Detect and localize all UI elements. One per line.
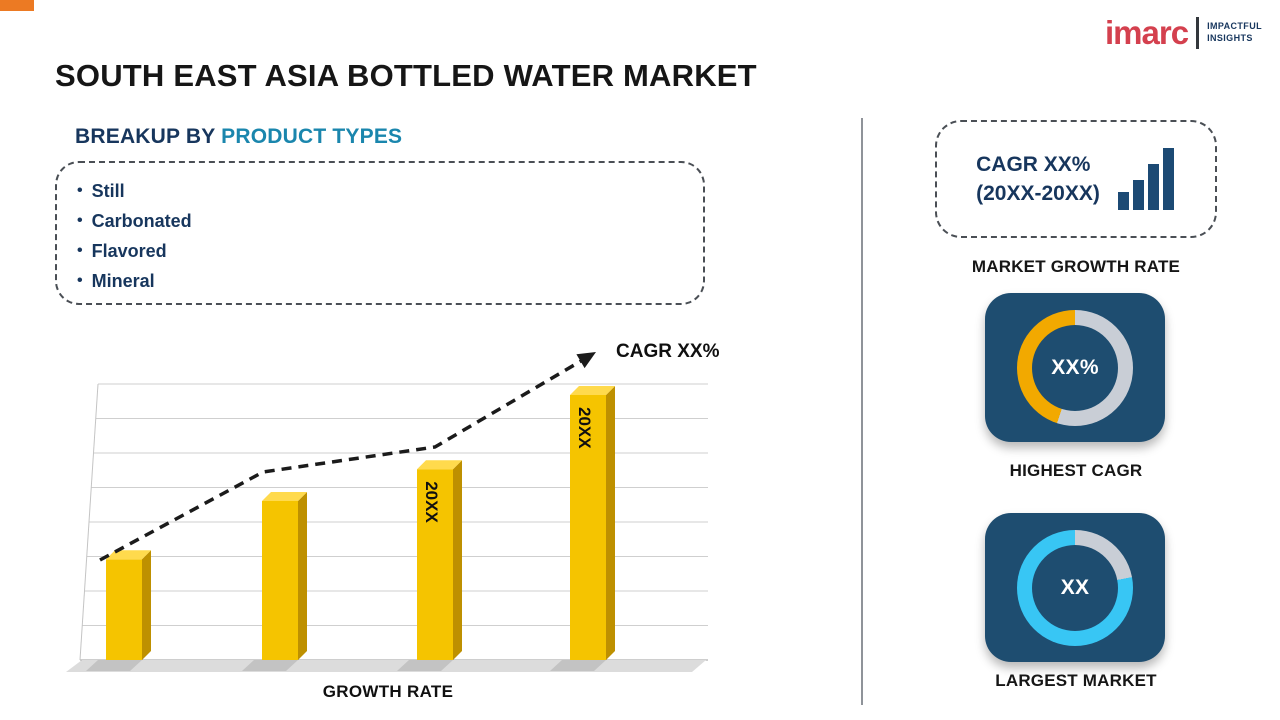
product-type-label: Mineral	[91, 271, 155, 291]
highest-cagr-value: XX%	[1051, 355, 1099, 379]
donut-center-value: XX	[1032, 544, 1118, 631]
largest-market-card: XX	[985, 513, 1165, 662]
highest-cagr-card: XX%	[985, 293, 1165, 442]
highest-cagr-caption: HIGHEST CAGR	[1009, 461, 1143, 480]
largest-market-donut-chart: XX	[1017, 529, 1133, 646]
highest-cagr-donut-chart: XX%	[1017, 309, 1133, 426]
growth-bar-chart: 20XX 20XX	[58, 338, 718, 678]
logo-tagline-line2: INSIGHTS	[1207, 32, 1253, 43]
svg-text:20XX: 20XX	[575, 407, 594, 449]
market-growth-rate-caption: MARKET GROWTH RATE	[971, 257, 1181, 276]
largest-market-caption: LARGEST MARKET	[995, 671, 1157, 690]
list-item: • Mineral	[77, 266, 703, 296]
donut-center-value: XX%	[1032, 324, 1118, 411]
breakup-heading-prefix: BREAKUP BY	[75, 125, 222, 148]
svg-text:20XX: 20XX	[422, 481, 441, 523]
bullet-icon: •	[77, 272, 83, 289]
product-type-label: Carbonated	[91, 211, 192, 231]
largest-market-value: XX	[1060, 575, 1090, 599]
product-type-label: Flavored	[91, 241, 167, 261]
cagr-line1: CAGR XX%	[976, 152, 1091, 176]
top-accent-bar	[0, 0, 34, 11]
bullet-icon: •	[77, 182, 83, 199]
cagr-line2: (20XX-20XX)	[976, 182, 1100, 205]
logo-tagline: IMPACTFUL INSIGHTS	[1207, 21, 1262, 44]
growth-bar-chart-svg: 20XX 20XX	[66, 352, 708, 672]
vertical-divider	[861, 118, 863, 705]
product-type-label: Still	[91, 181, 125, 201]
list-item: • Still	[77, 176, 703, 206]
bar-chart-icon	[1117, 148, 1174, 210]
imarc-logo: imarc IMPACTFUL INSIGHTS	[1105, 16, 1262, 49]
breakup-heading: BREAKUP BY PRODUCT TYPES	[75, 125, 402, 149]
bullet-icon: •	[77, 212, 83, 229]
page-title: SOUTH EAST ASIA BOTTLED WATER MARKET	[55, 58, 757, 93]
product-types-box: • Still • Carbonated • Flavored • Mineral	[55, 161, 705, 305]
market-growth-rate-text: CAGR XX% (20XX-20XX)	[976, 150, 1100, 209]
breakup-heading-highlight: PRODUCT TYPES	[221, 125, 403, 148]
x-axis-label: GROWTH RATE	[322, 682, 454, 701]
bullet-icon: •	[77, 242, 83, 259]
list-item: • Carbonated	[77, 206, 703, 236]
cagr-annotation: CAGR XX%	[616, 341, 720, 362]
logo-divider	[1196, 16, 1200, 49]
list-item: • Flavored	[77, 236, 703, 266]
imarc-logo-text: imarc	[1105, 14, 1189, 51]
market-growth-rate-box: CAGR XX% (20XX-20XX)	[935, 120, 1217, 238]
logo-tagline-line1: IMPACTFUL	[1207, 20, 1262, 31]
